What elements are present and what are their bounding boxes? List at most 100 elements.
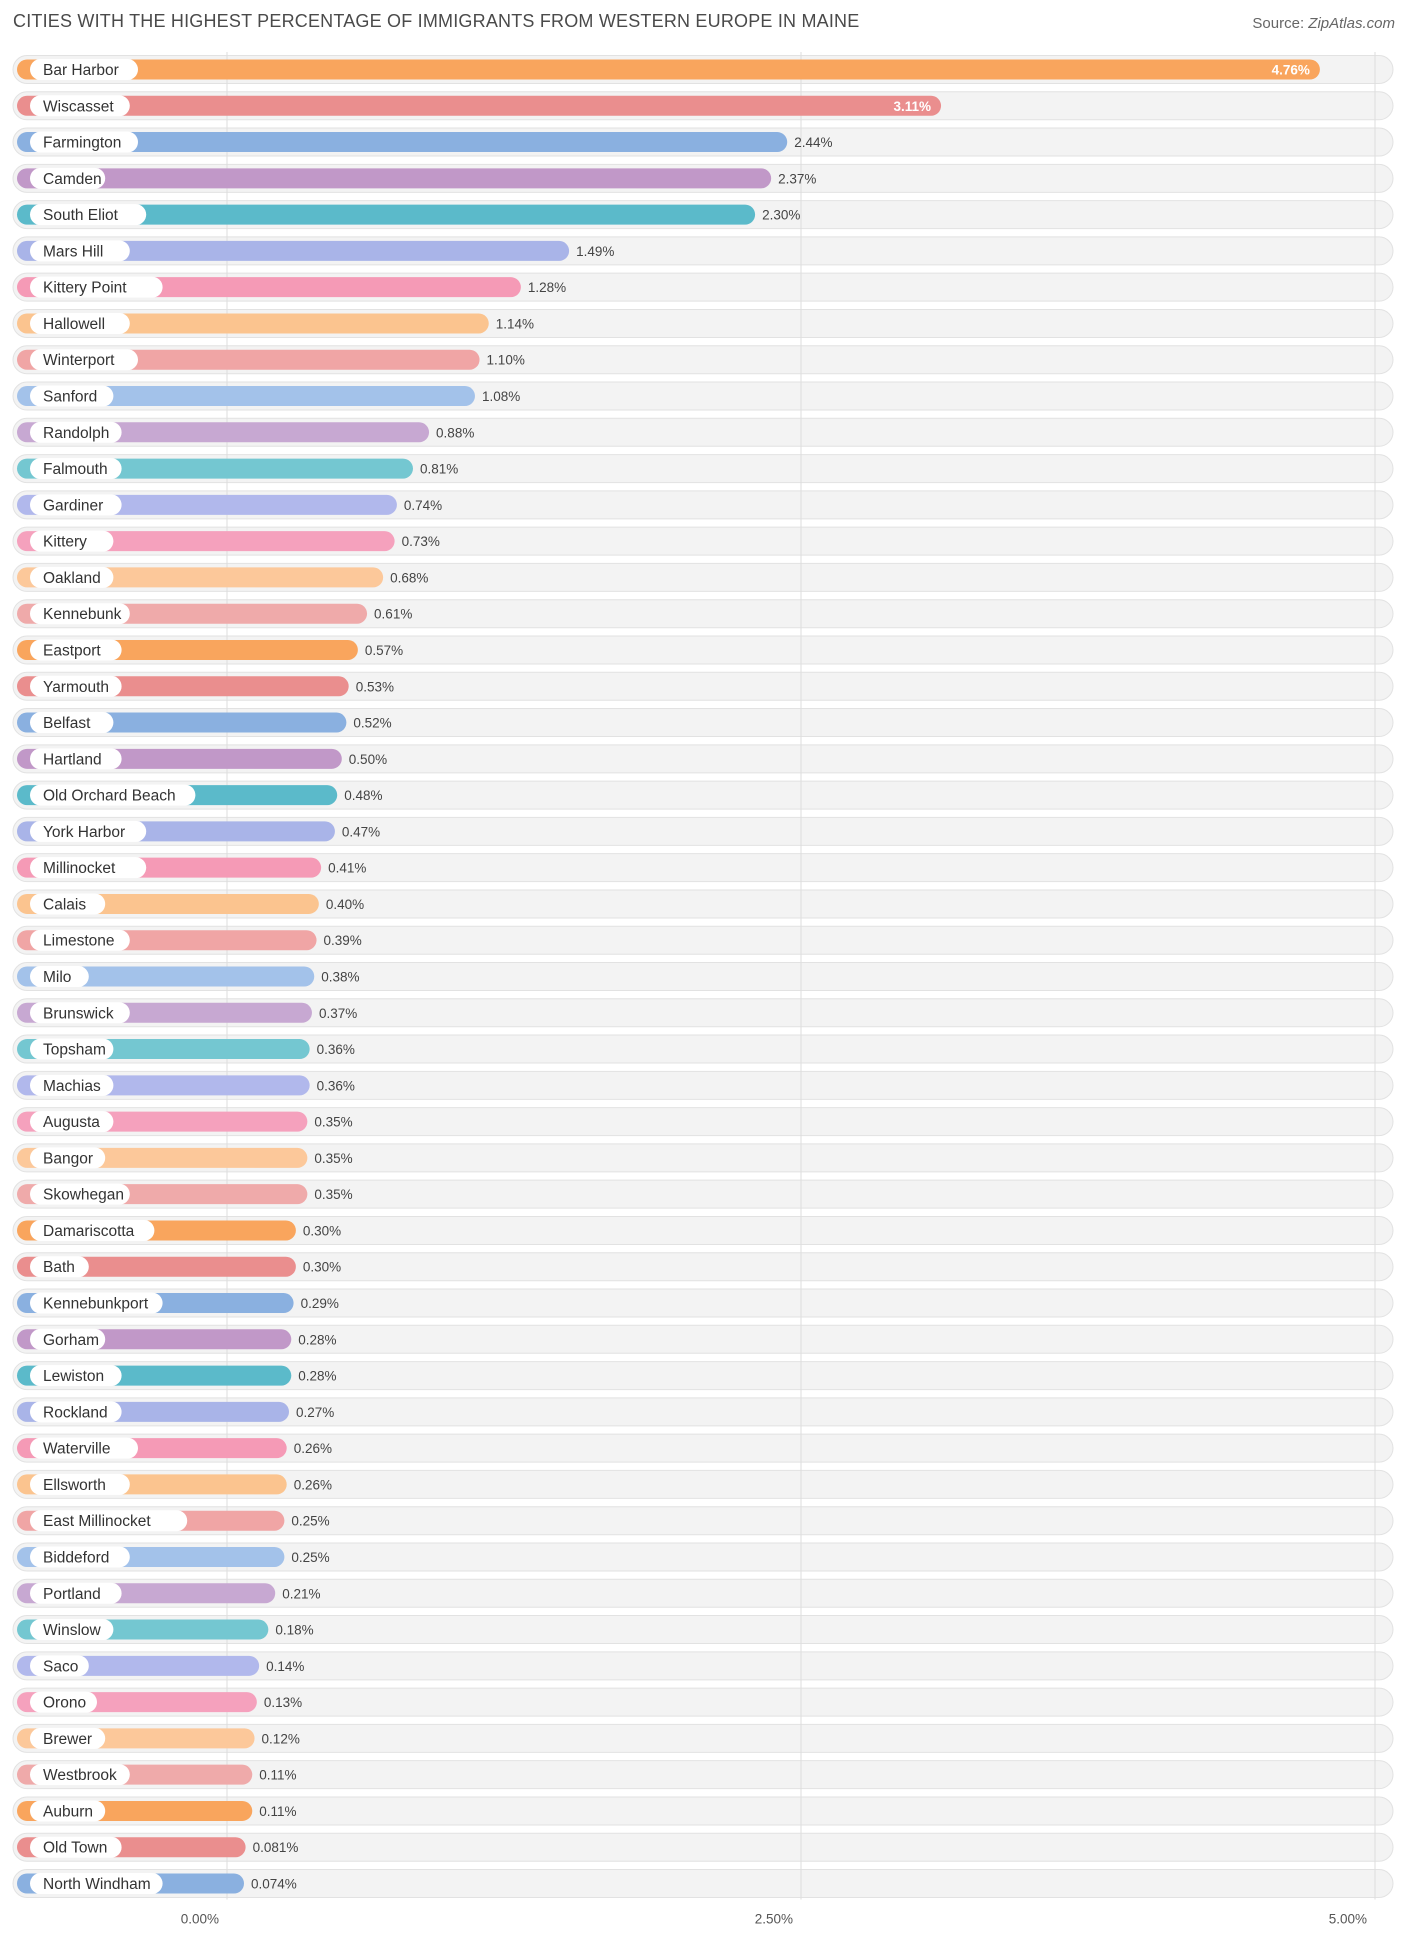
city-label: Damariscotta (43, 1223, 135, 1240)
bar-row: Orono 0.13% (17, 1691, 302, 1713)
value-label: 0.57% (365, 643, 403, 658)
city-label: Millinocket (43, 860, 116, 877)
value-label: 0.41% (328, 861, 366, 876)
row-background (12, 1252, 1394, 1282)
row-background (12, 998, 1394, 1028)
city-label: Winslow (43, 1622, 102, 1639)
row-backgrounds (12, 55, 1394, 1898)
city-label: Falmouth (43, 461, 108, 478)
city-label: Rockland (43, 1404, 108, 1421)
value-label: 0.39% (324, 933, 362, 948)
city-label-pill (30, 1727, 106, 1749)
value-label: 0.30% (303, 1223, 341, 1238)
bar-row: Damariscotta 0.30% (17, 1219, 341, 1241)
row-background (12, 1615, 1394, 1645)
row-background (12, 1832, 1394, 1862)
value-label: 1.28% (528, 280, 566, 295)
bar-row: Gorham 0.28% (17, 1328, 337, 1350)
bar-row: Augusta 0.35% (17, 1111, 353, 1133)
bar-row: Rockland 0.27% (17, 1401, 334, 1423)
value-label: 0.48% (344, 788, 382, 803)
city-label: Calais (43, 896, 86, 913)
row-background (12, 744, 1394, 774)
value-label: 0.50% (349, 752, 387, 767)
value-label: 0.73% (402, 534, 440, 549)
row-background (12, 1469, 1394, 1499)
value-label: 0.081% (253, 1840, 299, 1855)
value-label: 1.08% (482, 389, 520, 404)
city-label-pill (30, 421, 122, 443)
city-label-pill (30, 530, 114, 552)
city-label: Limestone (43, 933, 115, 950)
city-label: Hartland (43, 751, 102, 768)
city-label-pill (30, 458, 122, 480)
value-label: 2.37% (778, 171, 816, 186)
bar-row: Old Town 0.081% (17, 1836, 299, 1858)
bar-row: North Windham 0.074% (17, 1873, 297, 1894)
value-label: 0.36% (317, 1078, 355, 1093)
x-tick-label: 5.00% (1329, 1912, 1367, 1927)
city-label-pill (30, 1401, 122, 1423)
bar-row: East Millinocket 0.25% (17, 1510, 330, 1532)
value-label: 1.14% (496, 316, 534, 331)
city-label: Bar Harbor (43, 62, 119, 79)
bar-row: Farmington 2.44% (17, 131, 833, 153)
city-label-pill (30, 1873, 163, 1894)
value-label: 0.11% (259, 1804, 296, 1819)
bar (17, 386, 475, 407)
city-label-pill (30, 95, 130, 117)
value-label: 0.29% (301, 1296, 339, 1311)
value-label: 1.10% (487, 353, 525, 368)
row-background (12, 853, 1394, 883)
city-label: Old Orchard Beach (43, 788, 176, 805)
bar-row: Topsham 0.36% (17, 1038, 355, 1060)
city-label-pill (30, 1074, 114, 1096)
bar-row: Randolph 0.88% (17, 421, 474, 443)
city-label: Gorham (43, 1332, 99, 1349)
value-label: 0.25% (291, 1514, 329, 1529)
bar-row: Brunswick 0.37% (17, 1002, 357, 1024)
city-label: Kittery (43, 534, 87, 551)
city-label-pill (30, 1473, 130, 1495)
city-label-pill (30, 1002, 130, 1024)
city-label: Auburn (43, 1803, 93, 1820)
city-label: Milo (43, 969, 71, 986)
value-label: 0.12% (262, 1731, 300, 1746)
bar-row: Winterport 1.10% (17, 349, 525, 371)
value-label: 0.35% (314, 1187, 352, 1202)
bar-row: Bangor 0.35% (17, 1147, 353, 1169)
bar (17, 204, 756, 225)
value-label: 0.40% (326, 897, 364, 912)
value-label: 0.11% (259, 1768, 296, 1783)
value-label: 0.88% (436, 425, 474, 440)
value-label: 0.61% (374, 607, 412, 622)
city-label: Westbrook (43, 1767, 117, 1784)
bar-row: Falmouth 0.81% (17, 458, 458, 480)
city-label: Augusta (43, 1114, 100, 1131)
value-label: 1.49% (576, 244, 614, 259)
bar (17, 132, 788, 153)
bar-row: Calais 0.40% (17, 893, 364, 915)
value-label: 0.074% (251, 1877, 297, 1892)
city-label: Kennebunkport (43, 1296, 149, 1313)
city-label: York Harbor (43, 824, 125, 841)
city-label-pill (30, 603, 130, 625)
value-label: 2.30% (762, 208, 800, 223)
bar-row: Limestone 0.39% (17, 929, 362, 951)
row-background (12, 1179, 1394, 1209)
city-label: Brunswick (43, 1005, 114, 1022)
city-label: Portland (43, 1586, 101, 1603)
bar-row: Kennebunk 0.61% (17, 603, 412, 625)
city-label-pill (30, 1546, 130, 1568)
city-label: Brewer (43, 1731, 92, 1748)
city-label-pill (30, 1219, 155, 1241)
city-label-pill (30, 59, 138, 80)
bar-row: Hallowell 1.14% (17, 312, 534, 334)
value-label: 0.68% (390, 570, 428, 585)
city-label: East Millinocket (43, 1513, 151, 1530)
city-label-pill (30, 276, 163, 298)
city-label: Orono (43, 1695, 86, 1712)
bar-row: Eastport 0.57% (17, 639, 403, 661)
city-label-pill (30, 1111, 114, 1133)
city-label-pill (30, 1836, 122, 1858)
